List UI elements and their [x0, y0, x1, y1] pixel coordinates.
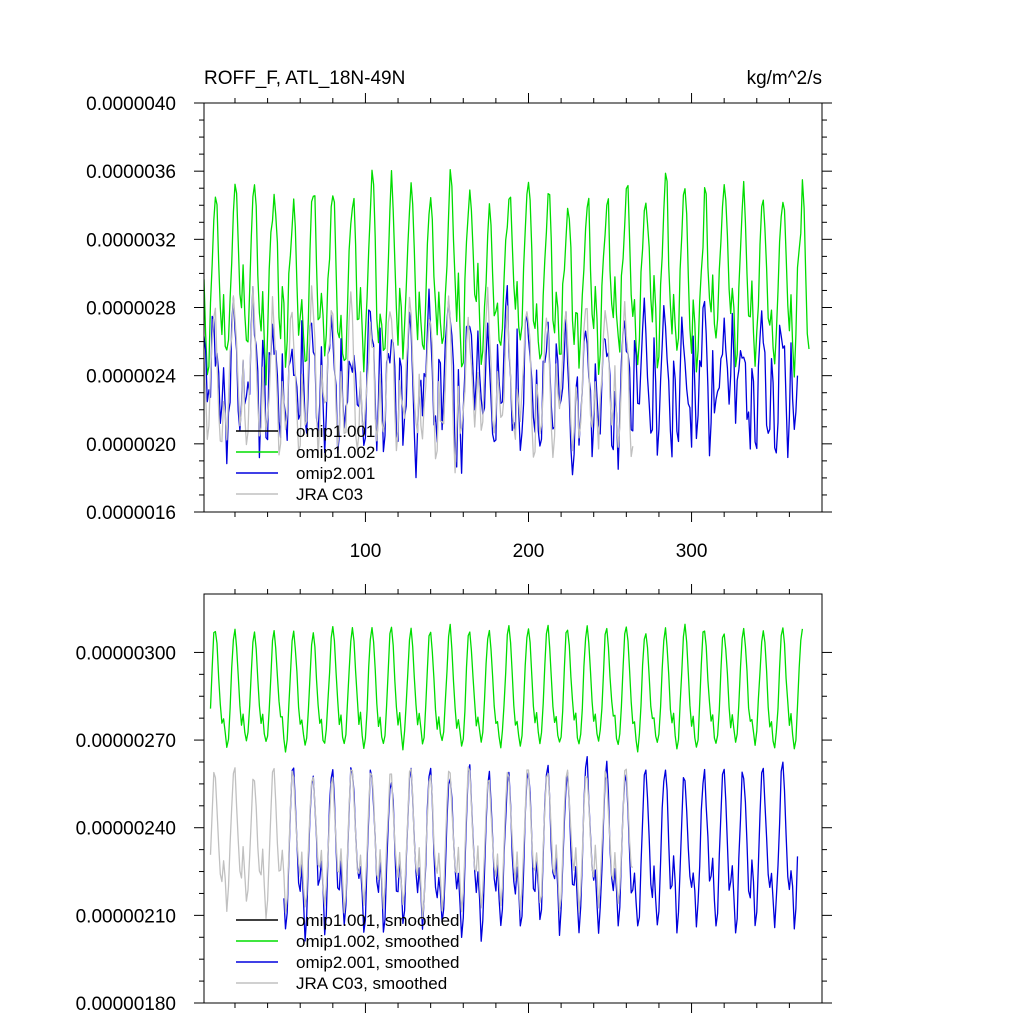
y-tick-label: 0.0000036	[86, 162, 176, 183]
series-line-jra-c03-smoothed	[209, 766, 634, 920]
series-line-omip1-002	[204, 168, 810, 386]
legend-label: omip1.002, smoothed	[296, 932, 460, 951]
series-line-omip1-002-smoothed	[209, 623, 804, 753]
x-tick-label: 100	[350, 541, 382, 562]
legend-label: omip2.001	[296, 464, 375, 483]
plot-frame	[203, 593, 823, 1004]
panel-bottom: 0.00000180 0.00000210 0.00000240 0.00000270…	[76, 584, 832, 1015]
y-tick-label: 0.00000210	[76, 906, 176, 927]
y-tick-label: 0.0000016	[86, 503, 176, 524]
legend-label: omip1.001	[296, 422, 375, 441]
legend-label: JRA C03, smoothed	[296, 974, 447, 993]
units-label: kg/m^2/s	[747, 68, 822, 89]
y-tick-label: 0.00000270	[76, 731, 176, 752]
legend-label: JRA C03	[296, 485, 363, 504]
legend-label: omip1.002	[296, 443, 375, 462]
x-tick-label: 200	[513, 541, 545, 562]
x-tick-label: 300	[676, 541, 708, 562]
series-line-omip2-001	[204, 285, 799, 479]
panel-top: 0.0000016 0.0000020 0.0000024 0.0000028 0.00…	[86, 93, 832, 562]
chart-title: ROFF_F, ATL_18N-49N	[204, 68, 405, 89]
y-tick-label: 0.0000040	[86, 94, 176, 115]
series-line-jra-c03	[204, 285, 634, 474]
y-tick-label: 0.00000300	[76, 643, 176, 664]
y-tick-label: 0.0000020	[86, 435, 176, 456]
y-tick-label: 0.00000180	[76, 994, 176, 1015]
legend-label: omip1.001, smoothed	[296, 911, 460, 930]
y-tick-label: 0.00000240	[76, 819, 176, 840]
y-tick-label: 0.0000032	[86, 230, 176, 251]
y-tick-label: 0.0000028	[86, 299, 176, 320]
legend-label: omip2.001, smoothed	[296, 953, 460, 972]
y-tick-label: 0.0000024	[86, 367, 176, 388]
